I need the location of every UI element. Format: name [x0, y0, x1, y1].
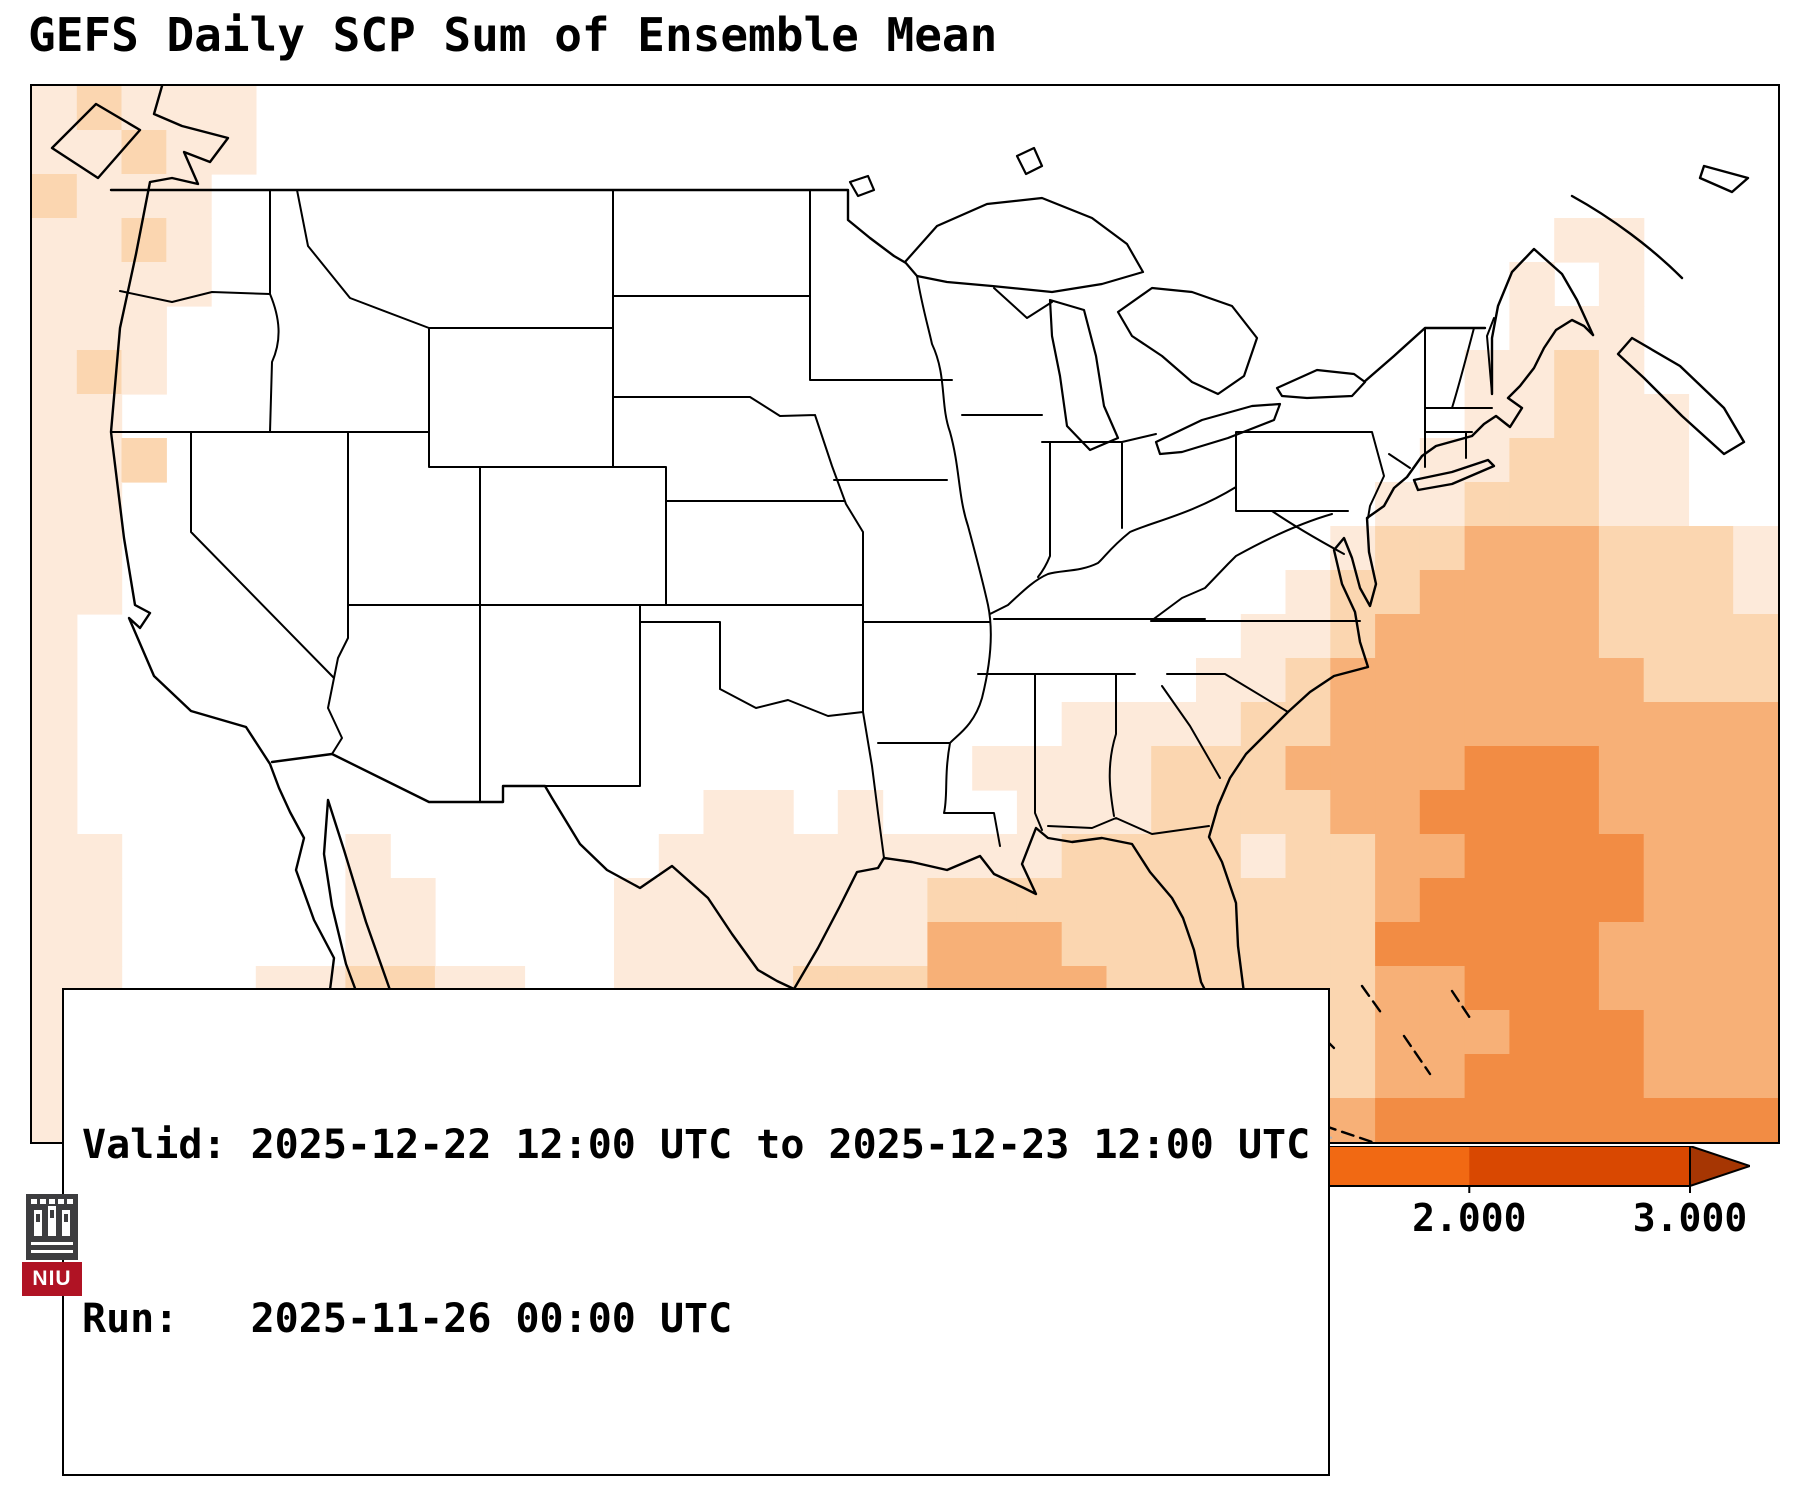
colorbar-tick-label: 3.000 — [1632, 1196, 1748, 1240]
state-borders — [110, 189, 1495, 859]
lake-erie — [1154, 402, 1282, 456]
colorbar-over-arrow — [1689, 1146, 1750, 1188]
run-time-text: Run: 2025-11-26 00:00 UTC — [82, 1296, 733, 1342]
colorbar-segment — [1469, 1146, 1691, 1186]
niu-castle-icon — [26, 1194, 78, 1260]
valid-time-text: Valid: 2025-12-22 12:00 UTC to 2025-12-2… — [82, 1122, 1311, 1168]
scp-heatmap-layer — [32, 86, 1778, 1142]
niu-logo: NIU — [22, 1190, 82, 1296]
lake-superior — [903, 196, 1145, 294]
lake-michigan — [1048, 298, 1120, 452]
canada-border — [109, 188, 1487, 384]
long-island-coast — [1412, 458, 1496, 492]
valid-run-info-box: Valid: 2025-12-22 12:00 UTC to 2025-12-2… — [62, 988, 1331, 1476]
lake-ontario — [1275, 368, 1367, 400]
map-canvas: Valid: 2025-12-22 12:00 UTC to 2025-12-2… — [30, 84, 1780, 1476]
map-svg — [32, 86, 1778, 1142]
gulf-atlantic-coastline — [792, 318, 1595, 1015]
nova-scotia-coast — [1570, 164, 1750, 456]
lake-of-the-woods — [848, 174, 876, 198]
page-title: GEFS Daily SCP Sum of Ensemble Mean — [28, 8, 998, 62]
vancouver-island-coast — [50, 102, 142, 180]
niu-logo-text: NIU — [22, 1262, 82, 1296]
maine-canada-border — [1490, 247, 1595, 396]
lake-huron — [1116, 286, 1259, 396]
colorbar-tick-label: 2.000 — [1412, 1196, 1527, 1240]
lake-nipigon — [1015, 146, 1044, 176]
great-lakes — [848, 146, 1367, 456]
